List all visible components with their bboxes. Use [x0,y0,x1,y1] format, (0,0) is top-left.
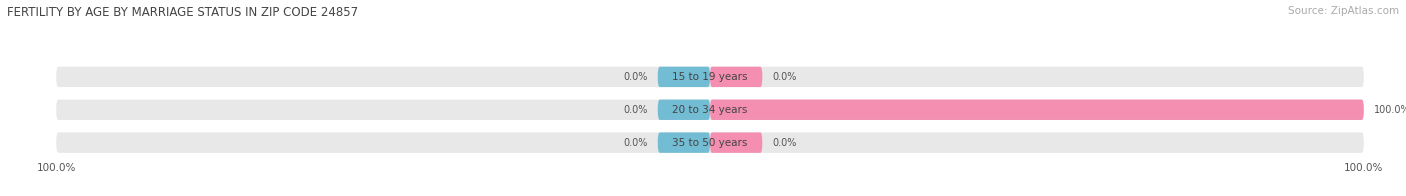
FancyBboxPatch shape [658,67,710,87]
Text: 15 to 19 years: 15 to 19 years [672,72,748,82]
FancyBboxPatch shape [56,100,1364,120]
Text: 20 to 34 years: 20 to 34 years [672,105,748,115]
Text: 0.0%: 0.0% [623,105,648,115]
FancyBboxPatch shape [658,100,710,120]
Text: 35 to 50 years: 35 to 50 years [672,138,748,148]
FancyBboxPatch shape [710,132,762,153]
FancyBboxPatch shape [56,67,1364,87]
Text: 0.0%: 0.0% [623,72,648,82]
Text: Source: ZipAtlas.com: Source: ZipAtlas.com [1288,6,1399,16]
FancyBboxPatch shape [56,132,1364,153]
Text: 0.0%: 0.0% [772,72,797,82]
FancyBboxPatch shape [658,132,710,153]
FancyBboxPatch shape [710,100,1364,120]
FancyBboxPatch shape [710,67,762,87]
Text: 100.0%: 100.0% [1374,105,1406,115]
Text: FERTILITY BY AGE BY MARRIAGE STATUS IN ZIP CODE 24857: FERTILITY BY AGE BY MARRIAGE STATUS IN Z… [7,6,359,19]
Text: 0.0%: 0.0% [623,138,648,148]
Text: 0.0%: 0.0% [772,138,797,148]
